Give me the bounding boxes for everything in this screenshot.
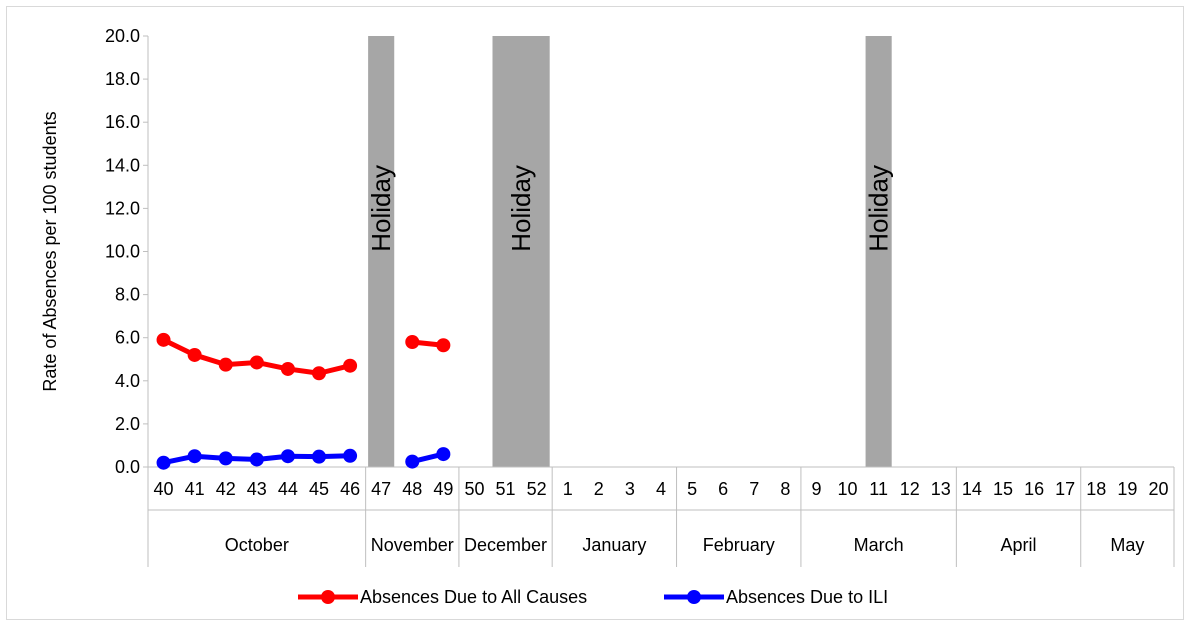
month-label: May xyxy=(1110,535,1144,555)
month-label: November xyxy=(371,535,454,555)
series-point xyxy=(156,332,171,347)
month-labels: October November December January February Ma… xyxy=(147,467,1175,567)
x-tick-label: 11 xyxy=(869,479,888,499)
legend-label: Absences Due to All Causes xyxy=(360,587,587,607)
x-tick-label: 49 xyxy=(433,479,453,499)
x-tick-label: 7 xyxy=(749,479,759,499)
y-tick-label: 20.0 xyxy=(105,26,140,46)
x-tick-label: 51 xyxy=(496,479,516,499)
series-point xyxy=(156,455,171,470)
y-tick-label: 6.0 xyxy=(115,328,140,348)
month-label: March xyxy=(854,535,904,555)
x-tick-label: 50 xyxy=(464,479,484,499)
x-tick-label: 4 xyxy=(656,479,666,499)
holiday-band xyxy=(368,36,395,467)
month-label: December xyxy=(464,535,547,555)
holiday-band xyxy=(492,36,550,467)
y-tick-label: 14.0 xyxy=(105,155,140,175)
x-tick-label: 17 xyxy=(1055,479,1075,499)
y-tick-label: 16.0 xyxy=(105,112,140,132)
series-point xyxy=(343,448,358,463)
x-tick-label: 44 xyxy=(278,479,298,499)
month-label: February xyxy=(703,535,775,555)
y-tick-label: 2.0 xyxy=(115,414,140,434)
x-tick-label: 14 xyxy=(962,479,982,499)
x-tick-label: 9 xyxy=(811,479,821,499)
chart-frame xyxy=(6,6,1184,620)
x-tick-label: 45 xyxy=(309,479,329,499)
x-tick-label: 20 xyxy=(1148,479,1168,499)
holiday-label: Holiday xyxy=(506,165,536,252)
y-tick-label: 12.0 xyxy=(105,198,140,218)
x-tick-label: 46 xyxy=(340,479,360,499)
x-tick-label: 48 xyxy=(402,479,422,499)
x-tick-label: 43 xyxy=(247,479,267,499)
holiday-band xyxy=(865,36,892,467)
x-tick-label: 40 xyxy=(154,479,174,499)
axes xyxy=(143,35,1174,468)
y-axis-label: Rate of Absences per 100 students xyxy=(40,111,60,391)
legend-marker xyxy=(687,590,701,604)
x-tick-label: 8 xyxy=(780,479,790,499)
x-tick-label: 47 xyxy=(371,479,391,499)
month-label: April xyxy=(1001,535,1037,555)
x-tick-label: 10 xyxy=(838,479,858,499)
x-tick-label: 41 xyxy=(185,479,205,499)
x-tick-label: 52 xyxy=(527,479,547,499)
series-point xyxy=(343,358,358,373)
x-tick-label: 1 xyxy=(563,479,573,499)
series-point xyxy=(249,452,264,467)
holiday-label: Holiday xyxy=(366,165,396,252)
series-point xyxy=(436,338,451,353)
series-point xyxy=(405,335,420,350)
legend-label: Absences Due to ILI xyxy=(726,587,888,607)
x-tick-label: 15 xyxy=(993,479,1013,499)
series-point xyxy=(187,347,202,362)
y-tick-labels: 0.0 2.0 4.0 6.0 8.0 10.0 12.0 14.0 16.0 18.0 20.0 xyxy=(105,26,140,477)
x-tick-label: 2 xyxy=(594,479,604,499)
month-label: October xyxy=(225,535,289,555)
x-tick-label: 42 xyxy=(216,479,236,499)
x-tick-label: 3 xyxy=(625,479,635,499)
x-tick-label: 18 xyxy=(1086,479,1106,499)
y-tick-label: 10.0 xyxy=(105,242,140,262)
legend-marker xyxy=(321,590,335,604)
series-point xyxy=(218,357,233,372)
y-tick-label: 8.0 xyxy=(115,285,140,305)
x-tick-label: 13 xyxy=(931,479,951,499)
series-point xyxy=(187,449,202,464)
y-tick-label: 0.0 xyxy=(115,457,140,477)
series-point xyxy=(249,355,264,370)
y-tick-label: 4.0 xyxy=(115,371,140,391)
x-tick-label: 5 xyxy=(687,479,697,499)
holiday-label: Holiday xyxy=(864,165,894,252)
series-point xyxy=(405,454,420,469)
x-tick-labels: 40 41 42 43 44 45 46 47 48 49 50 51 52 1 2 3 4 5 6 7 8 9 10 11 1… xyxy=(154,479,1169,499)
holiday-bands: Holiday Holiday Holiday xyxy=(366,36,894,467)
x-tick-label: 6 xyxy=(718,479,728,499)
x-tick-label: 19 xyxy=(1117,479,1137,499)
series-point xyxy=(312,449,326,464)
series-lines xyxy=(156,332,451,470)
series-point xyxy=(436,447,451,462)
x-tick-label: 16 xyxy=(1024,479,1044,499)
series-point xyxy=(280,361,295,376)
legend: Absences Due to All Causes Absences Due t… xyxy=(298,587,888,607)
series-point xyxy=(218,451,233,466)
series-point xyxy=(312,366,326,381)
month-label: January xyxy=(582,535,646,555)
series-point xyxy=(280,449,295,464)
y-tick-label: 18.0 xyxy=(105,69,140,89)
x-tick-label: 12 xyxy=(900,479,920,499)
